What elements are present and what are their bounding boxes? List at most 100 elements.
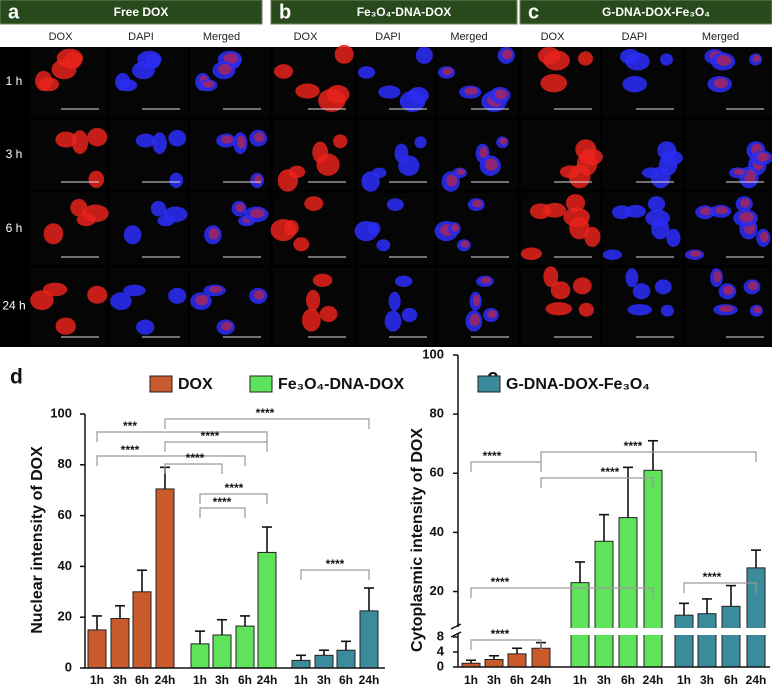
nucleus (384, 310, 402, 332)
dox-stain (559, 165, 581, 179)
legend-swatch (149, 375, 173, 393)
significance-label: **** (483, 449, 502, 463)
nucleus (367, 221, 381, 236)
dox-stain (38, 77, 60, 92)
legend-label: Fe₃O₄-DNA-DOX (278, 376, 404, 393)
nucleus (168, 287, 187, 304)
significance-label: *** (123, 419, 137, 433)
significance-bracket (470, 461, 542, 472)
x-tick-label: 1h (464, 673, 478, 687)
row-label: 3 h (6, 147, 23, 161)
dox-stain (472, 294, 481, 307)
bar (155, 488, 175, 669)
nucleus (624, 204, 647, 218)
dox-stain (223, 53, 239, 64)
bar (674, 614, 694, 668)
column-label: DOX (294, 31, 319, 43)
x-tick-label: 24h (746, 673, 767, 687)
column-label: DAPI (375, 31, 401, 43)
bar (721, 605, 741, 668)
nucleus (625, 52, 650, 71)
dox-stain (572, 277, 592, 295)
dox-stain (747, 281, 758, 291)
nucleus (622, 75, 648, 93)
row-label: 6 h (6, 221, 23, 235)
x-tick-label: 1h (193, 673, 207, 687)
dox-stain (221, 135, 233, 144)
axis-break-mark (450, 623, 462, 630)
significance-bracket (164, 441, 268, 452)
nucleus (647, 196, 666, 212)
dox-stain (719, 305, 734, 313)
bar (531, 647, 551, 668)
dox-stain (716, 55, 732, 66)
dox-stain (208, 228, 220, 240)
y-tick-label: 4 (437, 643, 445, 658)
nucleus (168, 129, 187, 147)
dox-stain (739, 211, 754, 223)
nucleus (602, 249, 622, 260)
panel-letter: a (8, 1, 20, 23)
dox-stain (740, 198, 751, 208)
dox-stain (578, 51, 593, 66)
x-tick-label: 3h (700, 673, 714, 687)
row-label: 24 h (2, 299, 25, 313)
nucleus (135, 133, 156, 148)
x-tick-label: 24h (531, 673, 552, 687)
nucleus (661, 150, 683, 166)
x-tick-label: 6h (510, 673, 524, 687)
dox-stain (733, 168, 745, 176)
significance-bracket (96, 431, 268, 442)
significance-bracket (199, 507, 246, 518)
bar (110, 617, 130, 669)
x-tick-label: 6h (135, 673, 149, 687)
dox-stain (253, 290, 265, 300)
dox-stain (301, 308, 321, 332)
significance-label: **** (703, 570, 722, 584)
y-tick-label: 8 (437, 628, 444, 643)
dox-stain (274, 64, 294, 79)
dox-stain (304, 196, 324, 211)
dox-stain (700, 207, 712, 216)
micrograph-cell (190, 193, 269, 265)
dox-stain (494, 89, 508, 100)
nucleus (136, 319, 155, 335)
x-tick-label: 24h (643, 673, 664, 687)
x-tick-label: 3h (113, 673, 127, 687)
significance-bracket (540, 451, 757, 462)
significance-label: **** (201, 429, 220, 443)
dox-stain (203, 80, 215, 88)
axis-break (450, 628, 770, 635)
significance-label: **** (326, 557, 345, 571)
dox-stain (540, 73, 568, 93)
nucleus (407, 87, 429, 104)
y-tick-label: 40 (430, 524, 444, 539)
dox-stain (254, 174, 263, 184)
panel-letter: d (10, 366, 23, 389)
bar (359, 610, 379, 669)
significance-label: **** (624, 439, 643, 453)
nucleus (123, 284, 146, 297)
dox-stain (542, 202, 567, 218)
dox-stain (543, 266, 559, 288)
legend-swatch (477, 375, 501, 393)
nucleus (152, 132, 167, 155)
dox-stain (306, 289, 321, 311)
dox-stain (469, 313, 480, 327)
significance-bracket (300, 569, 370, 580)
dox-stain (55, 131, 78, 148)
significance-bracket (683, 582, 757, 593)
x-tick-label: 1h (294, 673, 308, 687)
dox-stain (87, 285, 108, 304)
y-tick-label: 80 (58, 456, 72, 471)
nucleus (660, 53, 673, 66)
column-label: Merged (450, 31, 487, 43)
bar (190, 643, 210, 669)
bar (314, 654, 334, 669)
column-label: Merged (702, 31, 739, 43)
dox-stain (42, 282, 68, 297)
nucleus (386, 198, 404, 211)
row-label: 1 h (6, 74, 23, 88)
dox-stain (472, 199, 483, 208)
